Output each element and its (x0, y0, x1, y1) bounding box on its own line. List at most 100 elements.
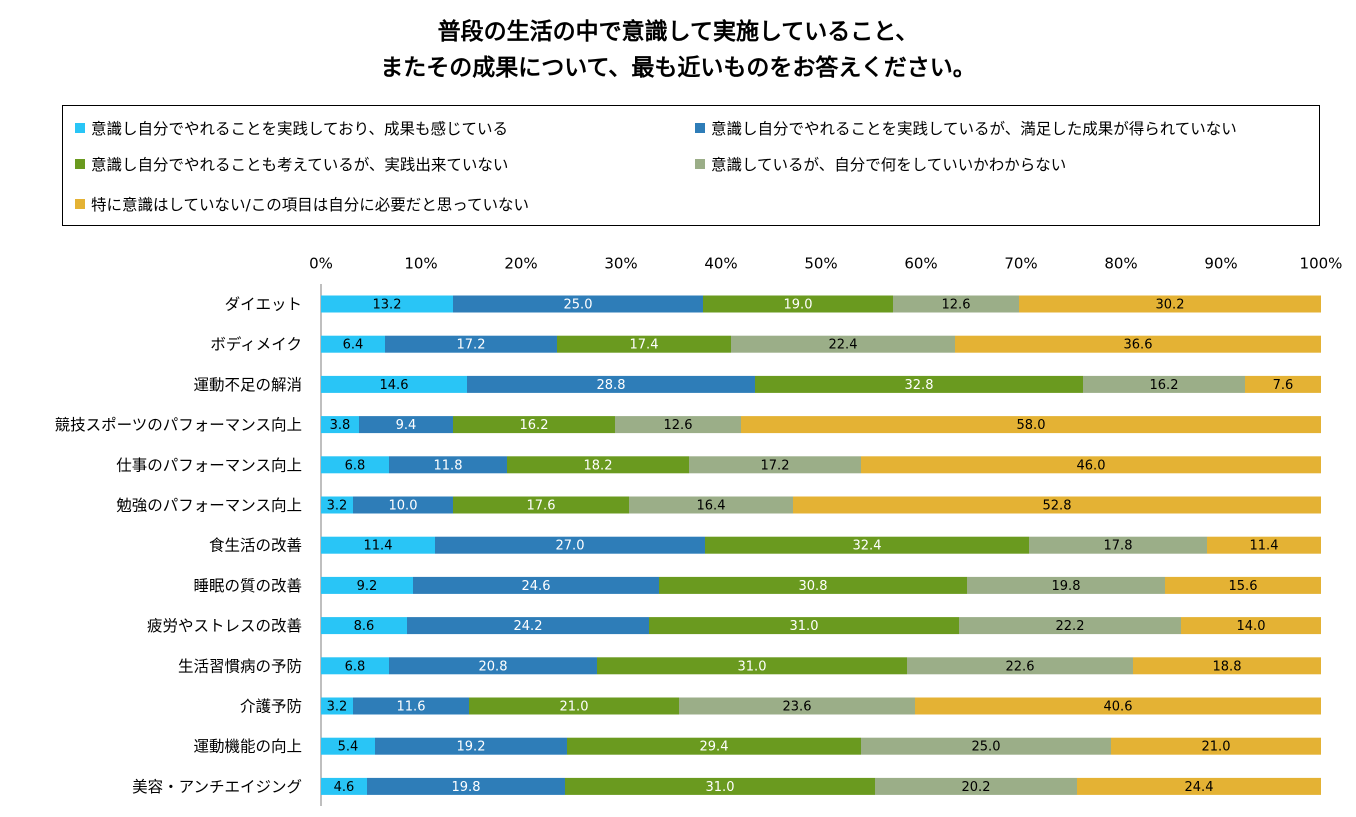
legend-swatch (75, 159, 85, 169)
bar-segment (389, 456, 507, 474)
category-label: 勉強のパフォーマンス向上 (116, 497, 302, 515)
data-label: 16.2 (1150, 378, 1179, 393)
bar-segment (1019, 295, 1321, 313)
data-label: 17.6 (527, 499, 556, 514)
bar-segment (321, 375, 467, 393)
data-label: 31.0 (790, 619, 819, 634)
bar-segment (507, 456, 689, 474)
legend-label: 特に意識はしていない/この項目は自分に必要だと思っていない (91, 196, 529, 214)
bar-segment (353, 697, 469, 715)
category-label: 運動機能の向上 (193, 738, 302, 756)
data-label: 40.6 (1104, 700, 1133, 715)
x-tick-label: 10% (404, 255, 437, 273)
data-label: 12.6 (664, 418, 693, 433)
x-tick-label: 70% (1004, 255, 1037, 273)
x-tick-label: 50% (804, 255, 837, 273)
data-label: 10.0 (389, 499, 418, 514)
data-label: 7.6 (1273, 378, 1294, 393)
data-label: 22.6 (1006, 659, 1035, 674)
bar-segment (375, 737, 567, 755)
category-label: 睡眠の質の改善 (193, 577, 302, 595)
bar-segment (875, 777, 1077, 795)
bar-segment (453, 295, 703, 313)
data-label: 21.0 (560, 700, 589, 715)
category-label: 仕事のパフォーマンス向上 (116, 456, 302, 474)
bar-segment (469, 697, 679, 715)
bar-segment (407, 617, 649, 635)
data-label: 17.2 (761, 458, 790, 473)
data-label: 4.6 (334, 780, 355, 795)
data-label: 32.8 (905, 378, 934, 393)
bar-segment (321, 777, 367, 795)
data-label: 20.2 (962, 780, 991, 795)
data-label: 25.0 (564, 298, 593, 313)
bar-segment (321, 617, 407, 635)
category-label: 食生活の改善 (209, 537, 302, 555)
bar-segment (915, 697, 1321, 715)
bar-segment (1165, 576, 1321, 594)
bar-segment (959, 617, 1181, 635)
data-label: 16.2 (520, 418, 549, 433)
data-label: 19.2 (457, 740, 486, 755)
x-tick-label: 40% (704, 255, 737, 273)
bar-segment (679, 697, 915, 715)
bar-segment (1083, 375, 1245, 393)
data-label: 6.8 (345, 659, 366, 674)
bar-segment (967, 576, 1165, 594)
data-label: 27.0 (556, 539, 585, 554)
category-label: 生活習慣病の予防 (178, 657, 302, 675)
bar-segment (453, 416, 615, 434)
data-label: 24.2 (514, 619, 543, 634)
bar-segment (1029, 536, 1207, 554)
legend-swatch (695, 159, 705, 169)
data-label: 3.8 (330, 418, 351, 433)
legend-swatch (695, 123, 705, 133)
data-label: 24.6 (522, 579, 551, 594)
bar-segment (321, 536, 435, 554)
data-label: 9.4 (396, 418, 417, 433)
legend: 意識し自分でやれることを実践しており、成果も感じている 意識し自分でやれることを実… (62, 105, 1320, 226)
data-label: 11.4 (364, 539, 393, 554)
x-tick-label: 80% (1104, 255, 1137, 273)
x-tick-label: 60% (904, 255, 937, 273)
data-label: 17.2 (457, 338, 486, 353)
data-label: 12.6 (942, 298, 971, 313)
bar-segment (703, 295, 893, 313)
data-label: 15.6 (1229, 579, 1258, 594)
data-label: 3.2 (327, 700, 348, 715)
bar-segment (321, 697, 353, 715)
x-tick-label: 100% (1300, 255, 1343, 273)
data-label: 14.0 (1237, 619, 1266, 634)
data-label: 30.2 (1156, 298, 1185, 313)
bar-segment (1133, 657, 1321, 675)
category-label: 競技スポーツのパフォーマンス向上 (55, 416, 302, 434)
bar-segment (649, 617, 959, 635)
data-label: 46.0 (1077, 458, 1106, 473)
legend-item-4: 意識しているが、自分で何をしていいかわからない (695, 153, 1066, 175)
bar-segment (435, 536, 705, 554)
data-label: 28.8 (597, 378, 626, 393)
bar-segment (321, 657, 389, 675)
data-label: 16.4 (697, 499, 726, 514)
legend-item-5: 特に意識はしていない/この項目は自分に必要だと思っていない (75, 193, 529, 215)
bar-segment (321, 335, 385, 353)
data-label: 31.0 (706, 780, 735, 795)
category-label: 運動不足の解消 (193, 376, 302, 394)
x-tick-label: 90% (1204, 255, 1237, 273)
bar-segment (597, 657, 907, 675)
data-label: 20.8 (479, 659, 508, 674)
bar-segment (741, 416, 1321, 434)
bar-segment (659, 576, 967, 594)
bar-segment (1207, 536, 1321, 554)
bar-segment (321, 496, 353, 514)
bar-segment (861, 737, 1111, 755)
bar-segment (689, 456, 861, 474)
bar-segment (321, 456, 389, 474)
data-label: 9.2 (357, 579, 378, 594)
bar-segment (1111, 737, 1321, 755)
bar-segment (629, 496, 793, 514)
bar-segment (467, 375, 755, 393)
chart-title: 普段の生活の中で意識して実施していること、 またその成果について、最も近いものを… (0, 14, 1356, 86)
legend-label: 意識し自分でやれることを実践しており、成果も感じている (91, 120, 508, 138)
